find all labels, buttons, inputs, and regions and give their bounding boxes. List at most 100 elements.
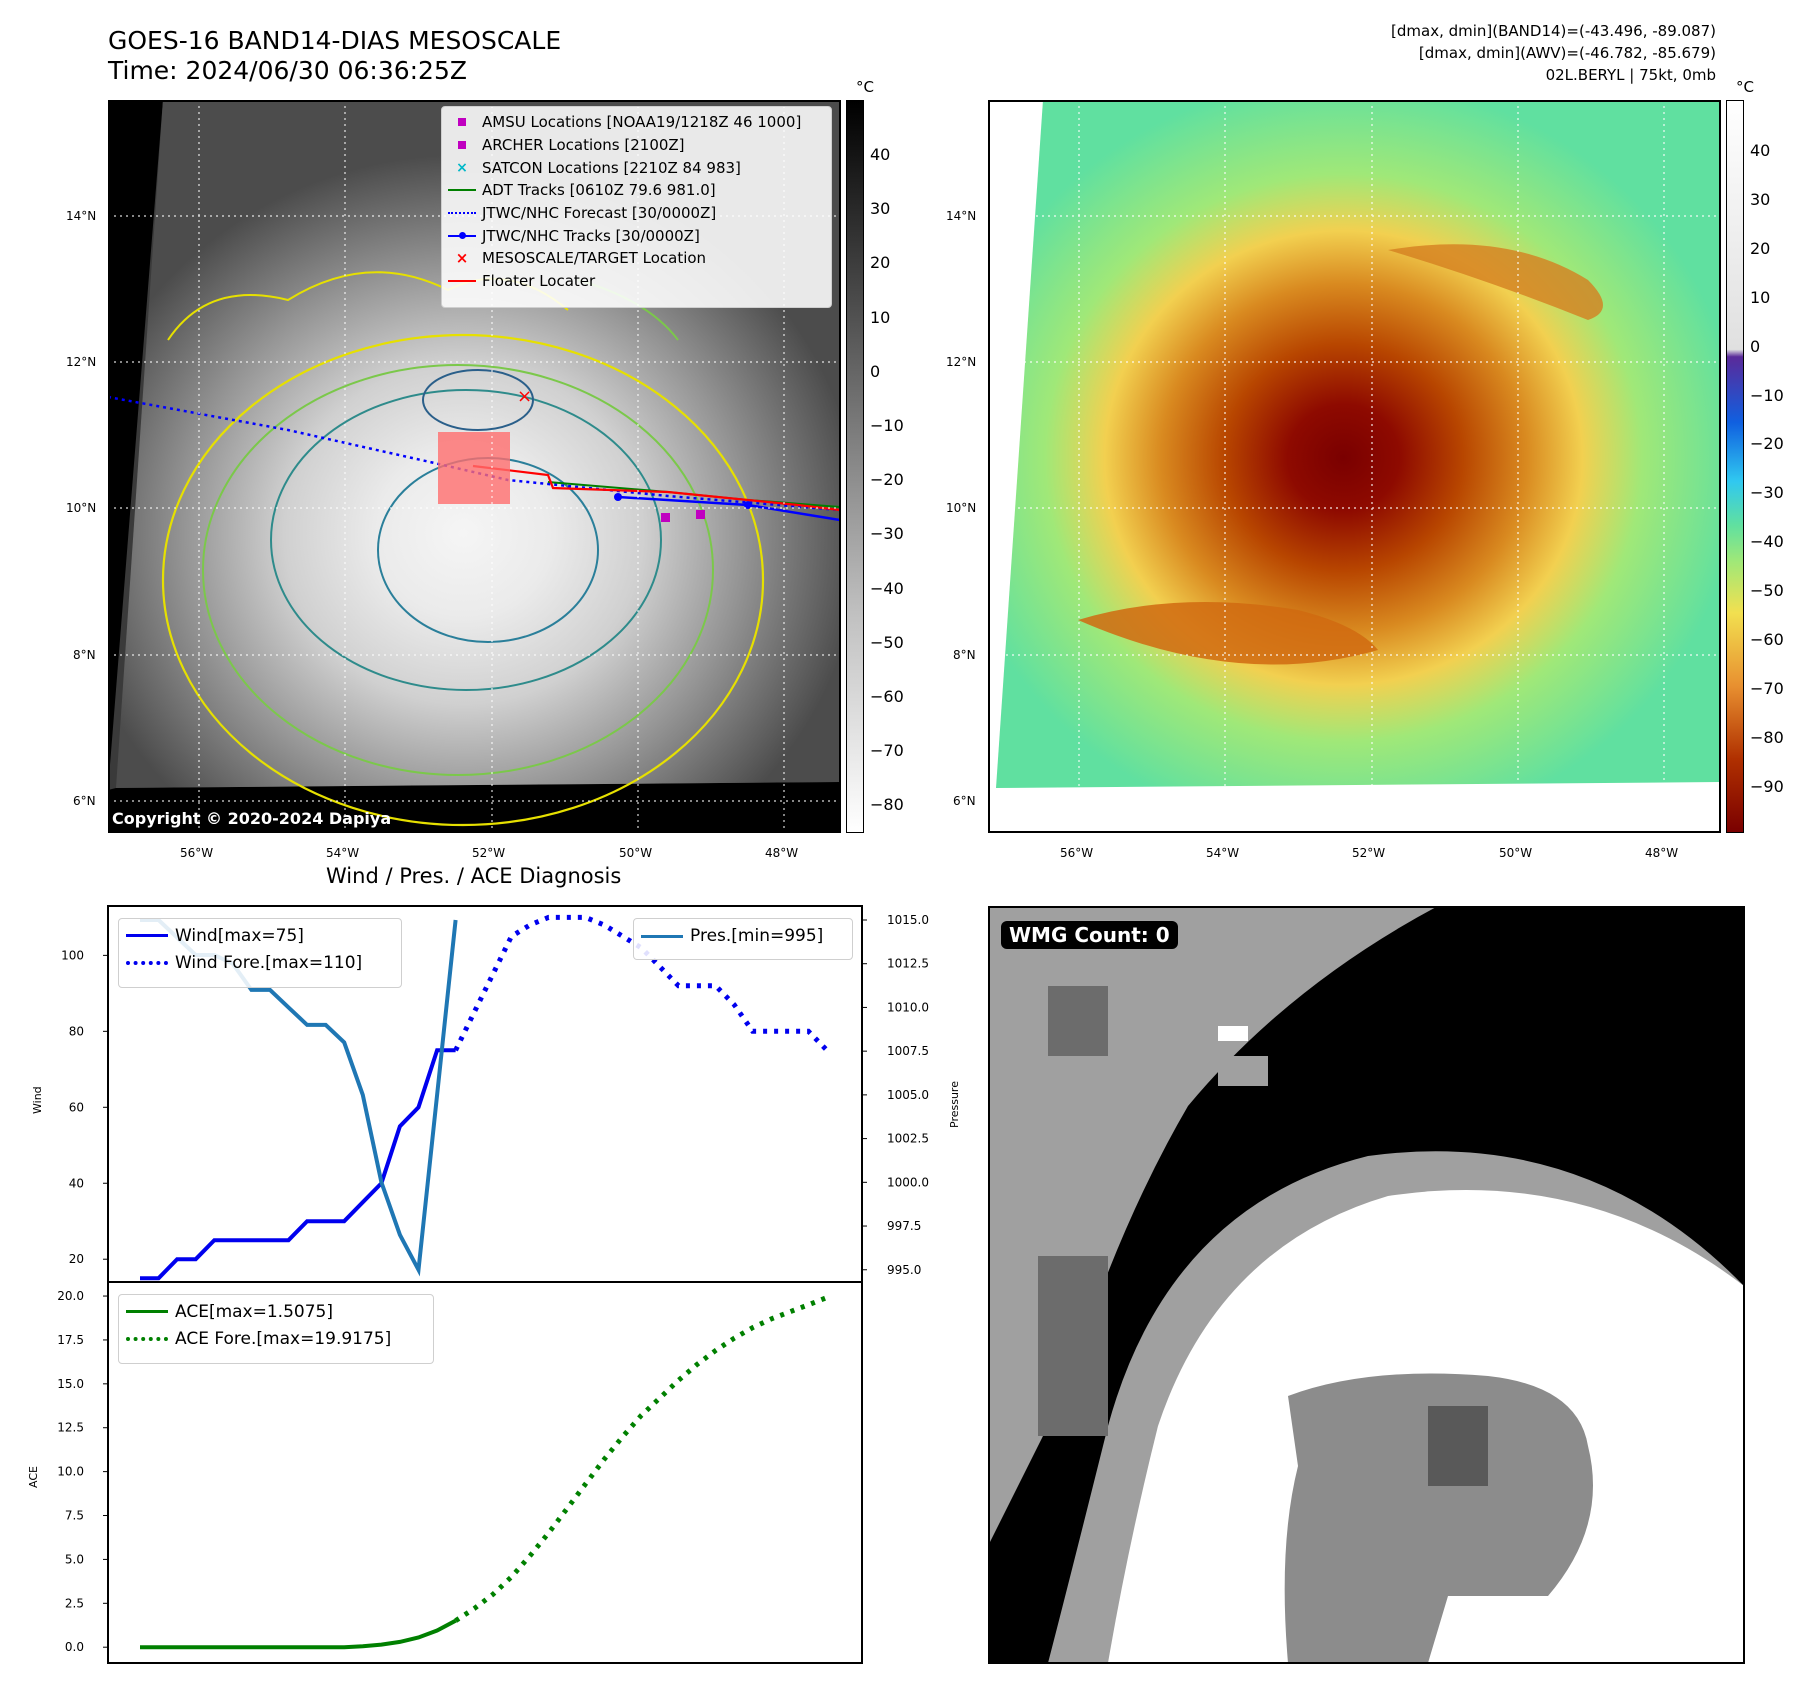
legend-item-amsu: AMSU Locations [NOAA19/1218Z 46 1000] [442,111,831,134]
ace-axis-label: ACE [27,1466,40,1488]
ir-lat-label: 6°N [73,794,96,808]
magenta-square-icon [442,141,482,150]
ace-y-tick-label: 7.5 [65,1509,84,1523]
ir-lat-label: 12°N [66,355,97,369]
awv-map-frame [988,100,1721,833]
copyright-text: Copyright © 2020-2024 Dapiya [112,809,392,828]
legend-item-mesoscale: × MESOSCALE/TARGET Location [442,247,831,270]
series-line-1 [453,914,829,1053]
ir-colorbar-tick: −50 [870,632,904,652]
awv-colorbar-tick: −30 [1750,483,1784,503]
legend-item-ace-forecast: ACE Fore.[max=19.9175] [119,1325,433,1352]
green-line-icon [119,1310,175,1313]
ir-colorbar-tick: −30 [870,524,904,544]
blue-dotted-line-icon [442,212,482,215]
ir-lat-label: 14°N [66,209,97,223]
awv-lon-label: 50°W [1499,846,1533,860]
awv-satellite-map [988,100,1720,832]
ir-lon-label: 52°W [472,846,506,860]
awv-colorbar-tick: −20 [1750,434,1784,454]
wind-y-tick-label: 20 [69,1252,84,1266]
wind-legend: Wind[max=75] Wind Fore.[max=110] [118,918,402,988]
ace-series-line-0 [140,1618,457,1650]
ir-colorbar-tick: −40 [870,578,904,598]
wind-y-tick-label: 80 [69,1024,84,1038]
ir-lon-label: 48°W [765,846,799,860]
awv-lat-label: 14°N [946,209,977,223]
info-awv: [dmax, dmin](AWV)=(-46.782, -85.679) [1418,44,1716,62]
awv-lat-label: 10°N [946,501,977,515]
ir-lon-label: 50°W [619,846,653,860]
pressure-y-tick-label: 1010.0 [887,1000,929,1014]
ir-map-frame [108,100,841,833]
diagnosis-title: Wind / Pres. / ACE Diagnosis [326,864,622,888]
wmg-classification-map [988,906,1744,1663]
ace-series-line-1 [454,1295,828,1623]
ir-colorbar-tick: −70 [870,741,904,761]
awv-lat-label: 6°N [953,794,976,808]
series-line-0 [140,1048,456,1281]
ir-colorbar-tick: −10 [870,416,904,435]
awv-colorbar-tick: 10 [1750,287,1771,307]
ir-colorbar-tick: −60 [870,687,904,706]
ir-colorbar-tick: 40 [870,145,891,164]
info-storm: 02L.BERYL | 75kt, 0mb [1545,66,1716,84]
green-dotted-line-icon [119,1336,175,1341]
pressure-axis-label: Pressure [948,1081,961,1128]
awv-colorbar-tick: −40 [1750,532,1784,552]
wmg-count-badge: WMG Count: 0 [1001,921,1178,949]
chart-time: Time: 2024/06/30 06:36:25Z [108,56,467,85]
ir-colorbar-tick: −20 [870,470,904,490]
chart-title: GOES-16 BAND14-DIAS MESOSCALE [108,26,562,55]
ir-colorbar-tick: 20 [870,253,891,273]
wind-y-tick-label: 40 [69,1176,84,1190]
legend-item-floater: Floater Locater [442,270,831,293]
blue-dotted-line-icon [119,960,175,965]
ir-colorbar-tick: 30 [870,199,891,219]
pressure-y-tick-label: 1002.5 [887,1132,929,1146]
magenta-square-icon [442,118,482,127]
blue-line-icon [119,934,175,937]
ir-lon-label: 56°W [180,846,214,860]
pressure-y-tick-label: 1007.5 [887,1044,929,1058]
awv-colorbar [1726,100,1744,833]
awv-lat-label: 12°N [946,355,977,369]
wind-y-tick-label: 100 [61,948,84,962]
wind-y-tick-label: 60 [69,1100,84,1114]
awv-lon-label: 52°W [1352,846,1386,860]
awv-colorbar-tick: −70 [1750,678,1784,698]
blue-line-dot-icon [442,231,482,239]
legend-item-adt: ADT Tracks [0610Z 79.6 981.0] [442,179,831,202]
ir-colorbar [846,100,864,833]
ir-colorbar-tick: 0 [870,361,881,381]
legend-item-archer: ARCHER Locations [2100Z] [442,134,831,157]
ace-y-tick-label: 2.5 [65,1596,84,1610]
pressure-y-tick-label: 1000.0 [887,1175,929,1189]
awv-colorbar-unit: °C [1736,78,1754,96]
steelblue-line-icon [634,934,690,938]
ir-colorbar-tick: 10 [870,307,891,327]
pressure-legend: Pres.[min=995] [633,918,853,960]
legend-item-ace: ACE[max=1.5075] [119,1298,433,1325]
awv-lon-label: 54°W [1206,846,1240,860]
legend-item-wind-forecast: Wind Fore.[max=110] [119,949,401,976]
awv-colorbar-tick: −10 [1750,385,1784,405]
green-line-icon [442,189,482,192]
awv-colorbar-tick: 40 [1750,141,1771,160]
ace-y-tick-label: 12.5 [57,1421,84,1435]
pressure-y-tick-label: 1015.0 [887,913,929,927]
legend-item-wind: Wind[max=75] [119,922,401,949]
legend-item-pressure: Pres.[min=995] [634,922,852,950]
ace-axes [107,1281,863,1664]
pressure-y-tick-label: 995.0 [887,1263,921,1277]
awv-colorbar-tick: 20 [1750,238,1771,258]
awv-lon-label: 56°W [1060,846,1094,860]
awv-colorbar-tick: −60 [1750,630,1784,649]
awv-lon-label: 48°W [1645,846,1679,860]
red-x-icon: × [455,249,469,268]
ace-y-tick-label: 20.0 [57,1289,84,1303]
pressure-y-tick-label: 1012.5 [887,957,929,971]
ace-y-tick-label: 5.0 [65,1552,84,1566]
legend-item-jtwc-forecast: JTWC/NHC Forecast [30/0000Z] [442,202,831,225]
pressure-y-tick-label: 1005.0 [887,1088,929,1102]
